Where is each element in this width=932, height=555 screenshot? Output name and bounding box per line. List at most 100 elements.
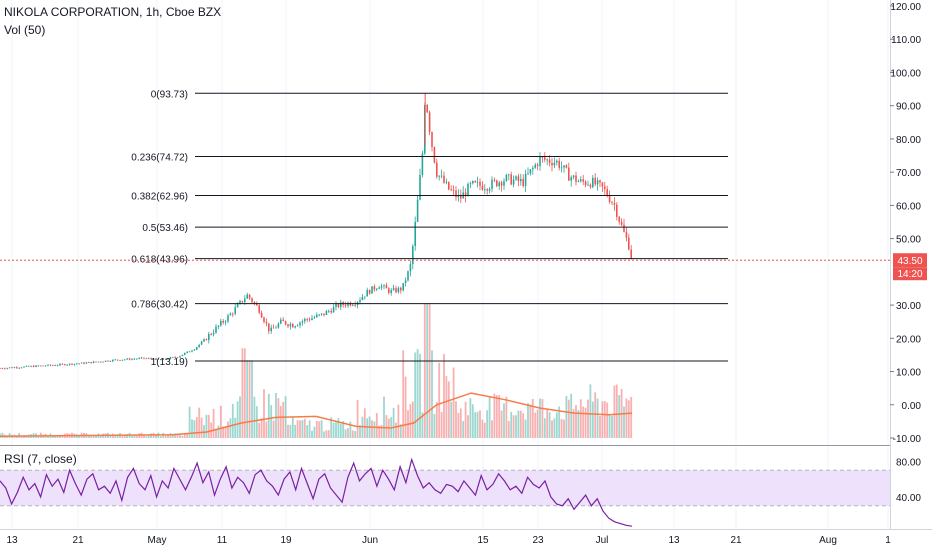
volume-bar: [577, 410, 580, 438]
candle-body: [616, 204, 618, 217]
candle-body: [378, 287, 380, 289]
volume-bar: [145, 436, 148, 438]
candle-body: [407, 271, 409, 281]
volume-bar: [541, 398, 544, 438]
volume-bar: [56, 435, 59, 438]
candle-body: [433, 146, 436, 163]
candle-body: [330, 310, 332, 313]
countdown-badge: [893, 267, 927, 281]
volume-bar: [320, 420, 323, 438]
candle-body: [311, 318, 313, 321]
candle-body: [268, 323, 270, 332]
candle-body: [541, 156, 544, 158]
candle-body: [20, 367, 23, 369]
volume-bar: [229, 418, 232, 438]
candle-body: [188, 351, 191, 353]
x-tick-label: Jun: [362, 535, 378, 546]
volume-bar: [378, 425, 381, 438]
volume-bar: [517, 410, 520, 438]
candle-body: [78, 363, 80, 365]
y-tick-label: 100.00: [890, 68, 921, 79]
volume-bar: [539, 398, 541, 438]
volume-bar: [457, 412, 460, 438]
candle-body: [13, 367, 16, 369]
volume-bar: [179, 433, 181, 438]
volume-bar: [440, 412, 443, 438]
candle-body: [584, 181, 587, 185]
candle-body: [604, 186, 606, 190]
volume-bar: [572, 408, 575, 438]
candle-body: [164, 358, 167, 360]
candle-body: [193, 349, 196, 351]
candle-body: [280, 319, 282, 324]
candle-body: [208, 333, 210, 341]
candle-body: [203, 339, 205, 342]
volume-bar: [212, 408, 215, 438]
candle-body: [625, 231, 628, 238]
candle-body: [59, 363, 61, 366]
volume-bar: [392, 407, 395, 438]
candle-body: [222, 320, 224, 323]
candle-body: [90, 362, 92, 364]
volume-bar: [618, 395, 621, 438]
candle-body: [582, 179, 584, 182]
volume-bar: [87, 436, 90, 438]
volume-bar: [198, 407, 201, 438]
volume-bar: [599, 415, 601, 438]
volume-bar: [500, 410, 503, 438]
candle-body: [289, 324, 292, 327]
candle-body: [594, 177, 596, 185]
volume-bar: [318, 421, 321, 438]
volume-bar: [191, 419, 193, 438]
candle-body: [438, 175, 440, 177]
volume-bar: [20, 435, 23, 438]
candle-body: [512, 179, 515, 185]
price-axis[interactable]: 120.00 110.00 100.00 90.00 80.00 70.00 60.00 50…: [890, 2, 921, 445]
volume-bar: [459, 408, 462, 438]
volume-bar: [488, 397, 491, 438]
volume-bar: [363, 408, 366, 438]
volume-bar: [315, 420, 318, 438]
volume-bar: [291, 417, 294, 438]
candle-body: [215, 326, 217, 333]
rsi-axis[interactable]: 80.00 40.00: [896, 457, 921, 504]
volume-bar: [188, 406, 191, 438]
volume-bar: [270, 405, 273, 438]
volume-bar: [222, 426, 225, 438]
fib-level-label: 0.618(43.96): [131, 255, 188, 266]
volume-bar: [207, 414, 210, 438]
candle-body: [361, 297, 364, 301]
candle-body: [162, 358, 164, 360]
time-axis[interactable]: 13 21 May 11 19 Jun 15 23 Jul 13 21 Aug 1: [6, 535, 891, 546]
candle-body: [416, 199, 419, 222]
volume-bar: [253, 396, 256, 438]
volume-bar: [534, 412, 537, 438]
volume-bar: [313, 426, 316, 438]
volume-bar: [421, 412, 424, 438]
fib-level-label: 0.236(74.72): [131, 152, 188, 163]
fibonacci-levels[interactable]: 0(93.73) 0.236(74.72) 0.382(62.96) 0.5(53.4…: [131, 89, 728, 368]
candle-body: [560, 167, 563, 169]
countdown-value: 14:20: [897, 269, 922, 280]
volume-bar: [462, 421, 465, 438]
volume-bar: [294, 424, 297, 438]
volume-bar: [123, 434, 126, 438]
candle-body: [25, 365, 28, 367]
candle-body: [92, 361, 95, 364]
candle-body: [443, 175, 445, 183]
candle-body: [450, 189, 452, 191]
rsi-label: RSI (7, close): [4, 452, 77, 466]
volume-bar: [351, 430, 354, 438]
volume-bar: [591, 401, 594, 438]
volume-bar: [452, 367, 455, 438]
candle-body: [61, 363, 64, 365]
volume-bar: [231, 403, 234, 438]
volume-ma-line: [0, 392, 633, 438]
candle-body: [539, 156, 541, 167]
candles: [0, 93, 632, 370]
candle-body: [85, 362, 88, 364]
candle-body: [284, 321, 287, 325]
candle-body: [572, 175, 575, 178]
